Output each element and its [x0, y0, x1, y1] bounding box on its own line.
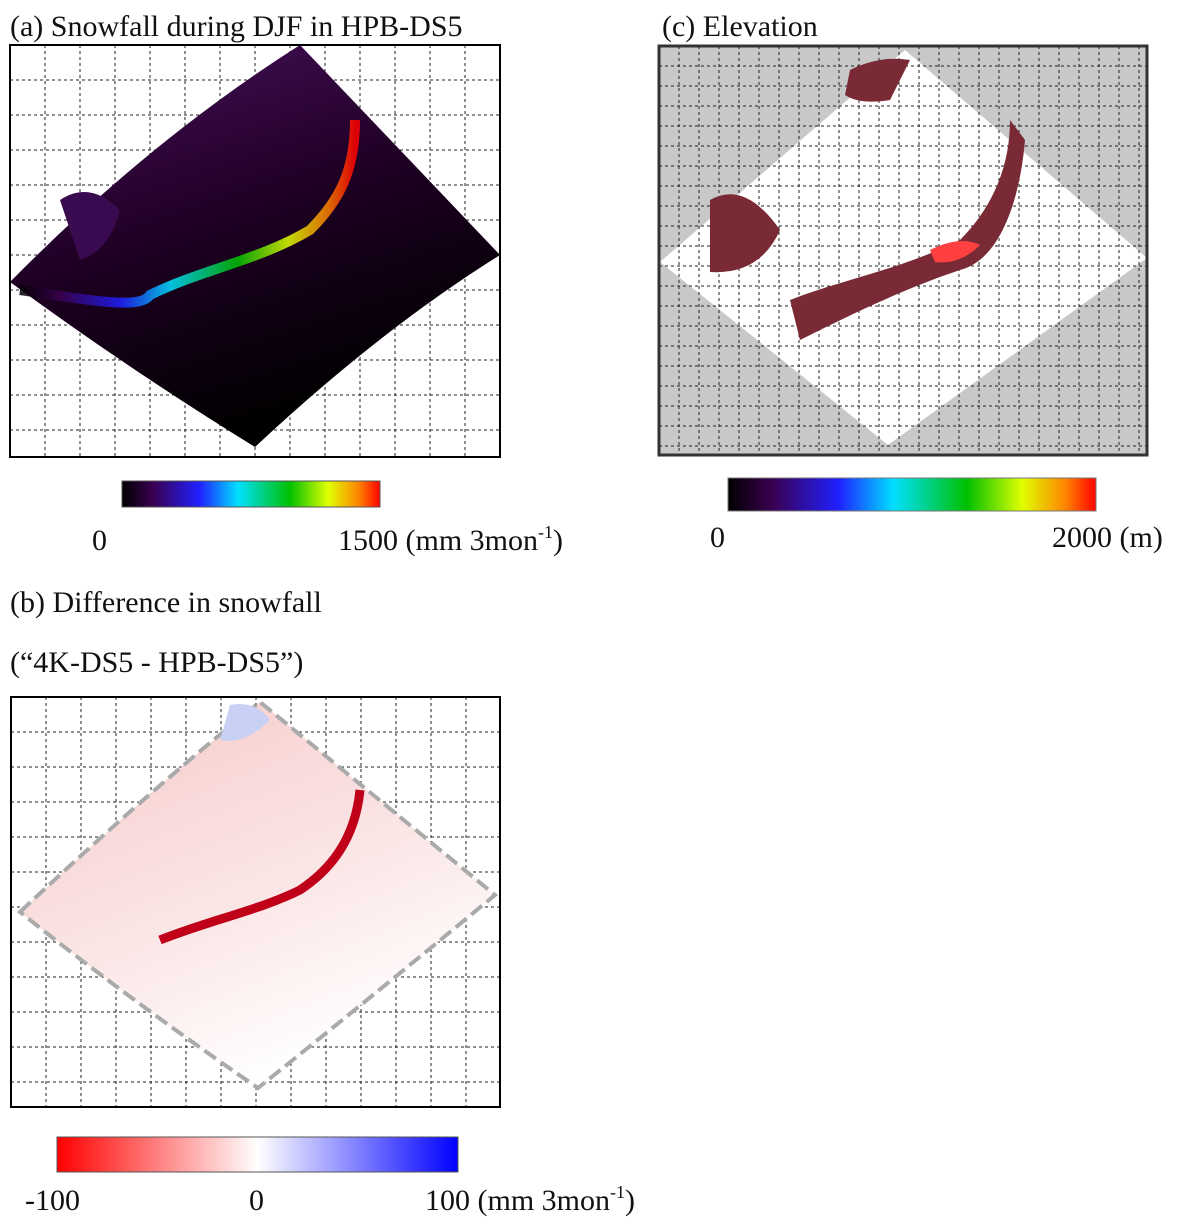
colorbar	[727, 477, 1097, 512]
panel-title: (c) Elevation	[662, 10, 818, 43]
colorbar-max: 2000 (m)	[1052, 521, 1163, 554]
unit-sup: -1	[538, 522, 553, 542]
colorbar-max: 1500 (mm 3mon-1)	[338, 522, 563, 557]
colorbar-min: 0	[92, 524, 107, 557]
unit-sup: -1	[610, 1182, 625, 1202]
unit-end: )	[625, 1184, 635, 1217]
panel-subtitle: (“4K-DS5 - HPB-DS5”)	[10, 646, 303, 679]
colorbar	[121, 480, 381, 508]
colorbar-max: 100 (mm 3mon-1)	[425, 1182, 635, 1217]
colorbar-min: -100	[25, 1184, 80, 1217]
colorbar-min: 0	[710, 521, 725, 554]
unit: 100 (mm 3mon	[425, 1184, 610, 1217]
panel-title: (a) Snowfall during DJF in HPB-DS5	[10, 10, 463, 43]
unit-end: )	[553, 524, 563, 557]
panel-title: (b) Difference in snowfall	[10, 586, 322, 619]
map-b	[10, 696, 501, 1108]
map-c	[657, 44, 1149, 457]
map-a	[9, 44, 501, 458]
colorbar-mid: 0	[249, 1184, 264, 1217]
colorbar	[56, 1136, 459, 1173]
unit: 1500 (mm 3mon	[338, 524, 538, 557]
